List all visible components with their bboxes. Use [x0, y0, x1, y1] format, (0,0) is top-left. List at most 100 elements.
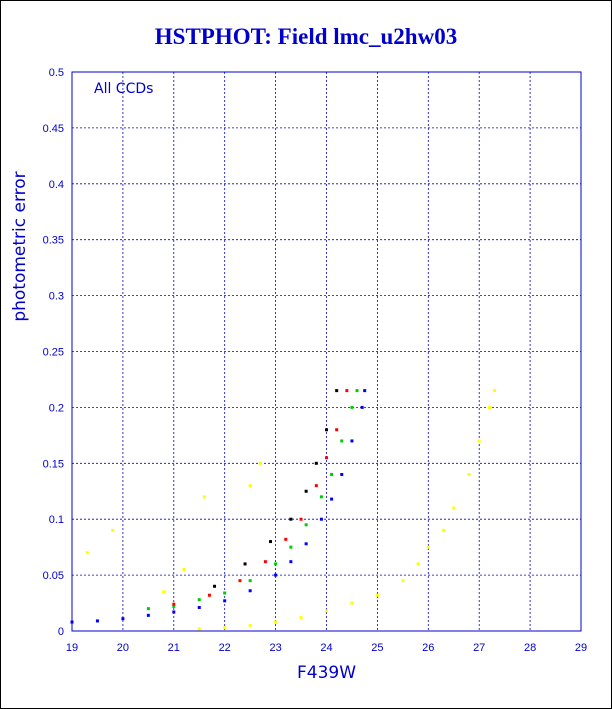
x-tick-label: 26 [422, 642, 434, 654]
data-point [345, 389, 349, 393]
data-point [258, 461, 262, 465]
data-point [274, 573, 278, 577]
data-point [360, 405, 364, 409]
data-point [325, 428, 328, 432]
data-point [350, 601, 354, 605]
data-point [335, 428, 339, 432]
data-point [223, 591, 227, 595]
data-point [223, 599, 227, 603]
data-point [350, 439, 354, 443]
y-tick-label: 0.15 [43, 458, 64, 470]
x-tick-label: 19 [66, 642, 78, 654]
data-point [248, 589, 252, 593]
x-tick-label: 28 [524, 642, 536, 654]
data-point [442, 528, 446, 532]
data-point [172, 604, 176, 608]
y-tick-label: 0.35 [43, 235, 64, 247]
x-tick-label: 20 [117, 642, 129, 654]
data-point [330, 472, 334, 476]
data-point [269, 540, 273, 544]
y-tick-label: 0.1 [49, 514, 64, 526]
data-point [304, 542, 308, 546]
grid-lines [71, 71, 582, 632]
data-point [426, 545, 430, 549]
y-tick-label: 0.25 [43, 347, 64, 359]
data-point [401, 579, 405, 583]
data-point [340, 472, 344, 476]
data-point [325, 456, 328, 460]
data-point [248, 579, 252, 583]
data-point [213, 584, 217, 588]
data-point [85, 551, 89, 555]
data-point [289, 517, 293, 521]
y-tick-label: 0.4 [49, 179, 64, 191]
data-point [162, 590, 166, 594]
data-point [274, 620, 278, 624]
x-tick-labels: 19 20 21 22 23 24 25 26 27 28 29 [66, 642, 587, 654]
data-point [340, 439, 344, 443]
data-point [319, 495, 323, 499]
ccd-annotation: All CCDs [94, 81, 153, 97]
data-point [452, 506, 456, 510]
plot-area [71, 71, 582, 632]
data-point [274, 562, 278, 566]
data-point [299, 517, 303, 521]
x-tick-label: 29 [575, 642, 587, 654]
data-point [467, 472, 471, 476]
y-tick-label: 0.5 [49, 67, 64, 79]
data-point [207, 593, 211, 597]
y-tick-label: 0.2 [49, 402, 64, 414]
data-point [223, 626, 227, 630]
data-point [319, 517, 323, 521]
data-point [375, 593, 379, 597]
data-point [477, 439, 481, 443]
data-point [146, 613, 150, 617]
data-point [172, 610, 176, 614]
data-point [492, 389, 496, 393]
data-point [355, 389, 359, 393]
data-point [121, 617, 125, 621]
data-point [304, 523, 308, 527]
x-tick-label: 21 [168, 642, 180, 654]
data-point [248, 484, 252, 488]
data-point [95, 619, 99, 623]
data-point [299, 616, 303, 620]
y-tick-label: 0.05 [43, 570, 64, 582]
data-point [202, 495, 206, 499]
data-point [416, 562, 420, 566]
data-point [289, 560, 293, 564]
x-tick-label: 22 [219, 642, 231, 654]
data-point [314, 484, 318, 488]
y-tick-label: 0.3 [49, 291, 64, 303]
data-point [146, 607, 150, 611]
data-point [197, 606, 201, 610]
data-point [284, 537, 288, 541]
data-points [70, 389, 496, 631]
x-tick-label: 24 [320, 642, 332, 654]
data-point [363, 389, 367, 393]
data-point [335, 389, 339, 393]
data-point [238, 579, 242, 583]
x-tick-label: 27 [473, 642, 485, 654]
y-tick-label: 0 [58, 626, 64, 638]
x-tick-label: 23 [269, 642, 281, 654]
chart-title: HSTPHOT: Field lmc_u2hw03 [154, 24, 458, 49]
data-point [248, 623, 252, 627]
y-axis-label: photometric error [10, 171, 30, 321]
x-axis-label: F439W [297, 663, 356, 683]
y-tick-labels: 0 0.05 0.1 0.15 0.2 0.25 0.3 0.35 0.4 0.45 0.5 [43, 67, 64, 638]
data-point [182, 568, 186, 572]
y-tick-label: 0.45 [43, 123, 64, 135]
x-tick-label: 25 [371, 642, 383, 654]
data-point [111, 528, 115, 532]
data-point [263, 560, 267, 564]
data-point [330, 497, 334, 501]
data-point [172, 602, 176, 606]
data-point [314, 461, 318, 465]
data-point [487, 405, 491, 409]
data-point [304, 489, 308, 493]
data-point [197, 627, 201, 631]
data-point [289, 545, 293, 549]
data-point [325, 609, 328, 613]
